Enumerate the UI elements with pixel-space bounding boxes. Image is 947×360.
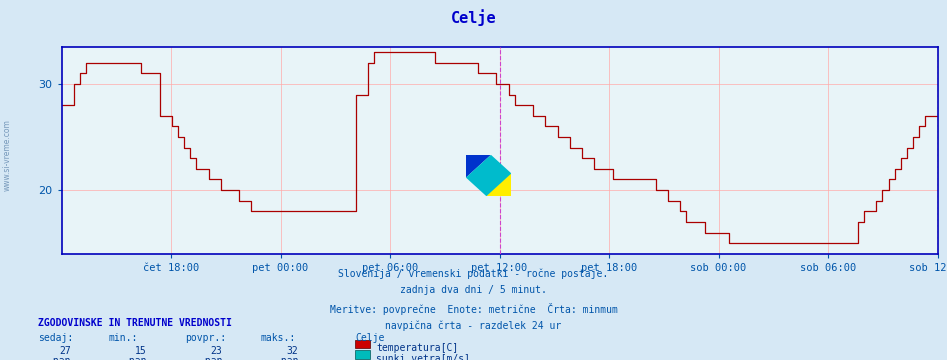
Text: povpr.:: povpr.: xyxy=(185,333,225,343)
Text: Slovenija / vremenski podatki - ročne postaje.: Slovenija / vremenski podatki - ročne po… xyxy=(338,268,609,279)
Text: 15: 15 xyxy=(135,346,147,356)
Polygon shape xyxy=(487,174,511,196)
Text: -nan: -nan xyxy=(123,356,147,360)
Text: -nan: -nan xyxy=(199,356,223,360)
Polygon shape xyxy=(466,155,491,177)
Text: sunki vetra[m/s]: sunki vetra[m/s] xyxy=(376,353,470,360)
Text: sedaj:: sedaj: xyxy=(38,333,73,343)
Text: min.:: min.: xyxy=(109,333,138,343)
Text: navpična črta - razdelek 24 ur: navpična črta - razdelek 24 ur xyxy=(385,320,562,330)
Text: Meritve: povprečne  Enote: metrične  Črta: minmum: Meritve: povprečne Enote: metrične Črta:… xyxy=(330,303,617,315)
Text: 23: 23 xyxy=(211,346,223,356)
Text: 27: 27 xyxy=(60,346,71,356)
Text: www.si-vreme.com: www.si-vreme.com xyxy=(3,119,12,191)
Text: -nan: -nan xyxy=(47,356,71,360)
Text: Celje: Celje xyxy=(451,9,496,26)
Text: -nan: -nan xyxy=(275,356,298,360)
Text: 32: 32 xyxy=(287,346,298,356)
Text: maks.:: maks.: xyxy=(260,333,295,343)
Text: Celje: Celje xyxy=(355,333,384,343)
Text: temperatura[C]: temperatura[C] xyxy=(376,343,458,353)
Text: ZGODOVINSKE IN TRENUTNE VREDNOSTI: ZGODOVINSKE IN TRENUTNE VREDNOSTI xyxy=(38,318,232,328)
Polygon shape xyxy=(466,155,511,196)
Text: zadnja dva dni / 5 minut.: zadnja dva dni / 5 minut. xyxy=(400,285,547,296)
